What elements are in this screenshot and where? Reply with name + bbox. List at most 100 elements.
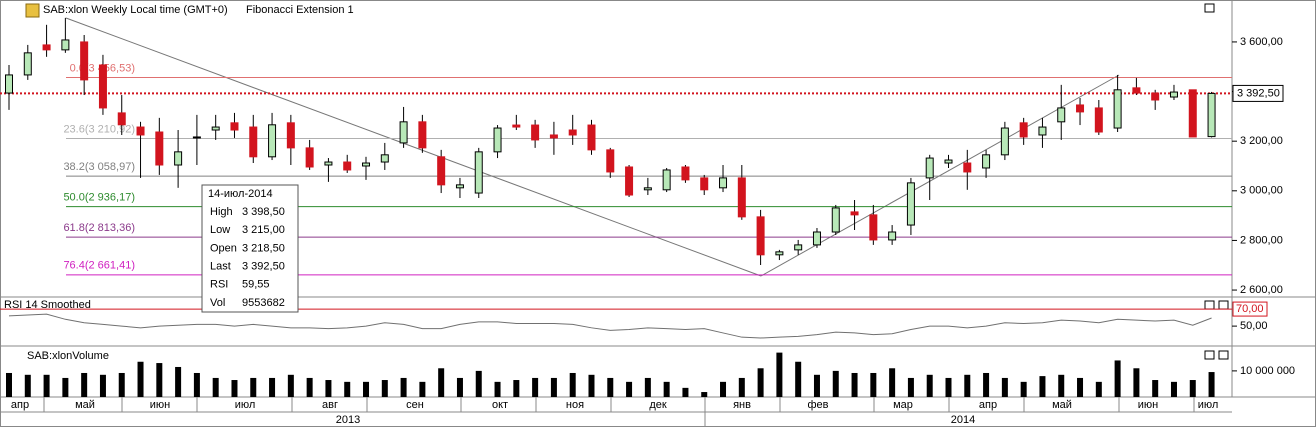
candle-body [587, 124, 596, 151]
candle-body [155, 131, 164, 166]
x-month-label: апр [979, 399, 997, 411]
candle-body [1038, 126, 1047, 136]
candle-body [719, 177, 728, 189]
candle-body [906, 182, 915, 226]
x-month-label: ноя [566, 399, 584, 411]
tooltip-value: 3 215,00 [242, 224, 285, 236]
candle-body [925, 157, 934, 179]
x-month-label: окт [492, 399, 508, 411]
y-tick-label: 2 800,00 [1240, 234, 1283, 246]
candle-body [756, 216, 765, 256]
volume-bar [626, 381, 633, 397]
volume-bar [720, 381, 727, 397]
y-tick-label: 3 000,00 [1240, 185, 1283, 197]
volume-bar [118, 372, 125, 397]
tooltip: 14-июл-2014 High 3 398,50 Low 3 215,00 Open 3… [201, 184, 299, 313]
candle-body [455, 184, 464, 189]
volume-bar [62, 377, 69, 397]
fib-label: 76.4(2 661,41) [63, 260, 135, 272]
candle-body [268, 124, 277, 158]
volume-bar [175, 366, 182, 397]
candle-body [831, 207, 840, 233]
x-month-label: апр [11, 399, 29, 411]
volume-bar [231, 380, 238, 397]
volume-bar [456, 377, 463, 397]
volume-bar [945, 377, 952, 397]
candle-body [794, 244, 803, 251]
x-month-label: июн [150, 399, 170, 411]
volume-bar [889, 368, 896, 397]
volume-bar [813, 374, 820, 397]
chart-subtitle[interactable]: Fibonacci Extension 1 [246, 4, 354, 16]
fib-label: 50.0(2 936,17) [63, 192, 135, 204]
candle-body [888, 231, 897, 241]
candle-body [625, 166, 634, 196]
volume-bar [1058, 374, 1065, 397]
candle-body [211, 126, 220, 131]
candle-body [1057, 107, 1066, 123]
candle-body [399, 121, 408, 144]
candle-body [1113, 89, 1122, 129]
volume-bar [344, 381, 351, 397]
panel-button[interactable] [1204, 3, 1215, 13]
volume-bar [325, 380, 332, 397]
candle-body [982, 154, 991, 169]
volume-bar [1208, 372, 1215, 397]
volume-bar [907, 377, 914, 397]
volume-bar [588, 374, 595, 397]
fib-trend-line[interactable] [65, 17, 762, 277]
y-tick-label: 50,00 [1240, 320, 1268, 332]
tooltip-value: 59,55 [242, 279, 270, 291]
y-tick-label: 3 600,00 [1240, 36, 1283, 48]
plot-layer: 3 600,003 400,003 200,003 000,002 800,00… [0, 17, 1295, 427]
volume-bar [137, 361, 144, 397]
candle-body [230, 122, 239, 131]
volume-bar [269, 377, 276, 397]
volume-bar [832, 370, 839, 397]
volume-bar [419, 381, 426, 397]
volume-bar [569, 372, 576, 397]
volume-bar [607, 377, 614, 397]
panel-button[interactable] [1218, 350, 1229, 360]
candle-body [249, 126, 258, 158]
volume-bar [193, 372, 200, 397]
tooltip-value: 9553682 [242, 297, 285, 309]
volume-bar [1077, 377, 1084, 397]
candle-body [850, 211, 859, 216]
panel-button[interactable] [1204, 350, 1215, 360]
tooltip-value: 3 398,50 [242, 206, 285, 218]
fib-label: 23.6(3 210,92) [63, 123, 135, 135]
candle-body [1019, 122, 1028, 138]
candle-body [136, 126, 145, 136]
volume-bar [1001, 377, 1008, 397]
volume-bar [701, 392, 708, 397]
candle-body [437, 156, 446, 186]
volume-bar [43, 374, 50, 397]
volume-bar [738, 377, 745, 397]
candle-body [5, 74, 13, 94]
candle-body [174, 151, 183, 166]
volume-bar [494, 381, 501, 397]
x-year-label: 2014 [951, 414, 975, 426]
x-month-label: фев [807, 399, 828, 411]
candle-body [42, 44, 51, 51]
chart-title[interactable]: SAB:xlon Weekly Local time (GMT+0) [43, 4, 228, 16]
rsi-line [8, 313, 1212, 339]
candle-body [1207, 92, 1216, 138]
candle-body [23, 52, 32, 76]
volume-title[interactable]: SAB:xlonVolume [27, 350, 109, 362]
candle-body [1094, 107, 1103, 133]
tooltip-key: Vol [210, 297, 225, 309]
volume-bar [438, 368, 445, 397]
volume-bar [1189, 380, 1196, 397]
candle-body [643, 187, 652, 191]
x-month-label: сен [406, 399, 424, 411]
volume-bar [757, 368, 764, 397]
volume-bar [306, 377, 313, 397]
rsi-title[interactable]: RSI 14 Smoothed [4, 299, 91, 311]
eq-icon[interactable] [25, 3, 40, 18]
candle-body [1188, 89, 1197, 138]
candle-body [493, 127, 502, 153]
x-month-label: июл [235, 399, 256, 411]
